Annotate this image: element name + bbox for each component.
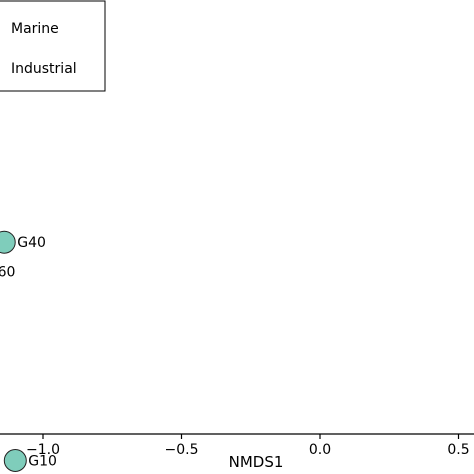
x-tick-label: 0.5 bbox=[447, 442, 469, 458]
x-tick-label: −1.0 bbox=[26, 442, 60, 458]
x-axis-label: NMDS1 bbox=[229, 453, 284, 471]
legend-box bbox=[0, 0, 106, 92]
legend-entry: Marine bbox=[11, 21, 59, 37]
point-label: G60 bbox=[0, 265, 15, 281]
x-axis: −1.0 −0.5 0.0 0.5 bbox=[0, 433, 474, 458]
point-label: G40 bbox=[17, 235, 46, 251]
x-tick-label: 0.0 bbox=[309, 442, 331, 458]
point-label: G10 bbox=[28, 454, 57, 470]
legend: Marine Industrial bbox=[0, 0, 106, 92]
data-point bbox=[0, 230, 16, 254]
legend-entry: Industrial bbox=[11, 61, 77, 77]
x-tick-label: −0.5 bbox=[165, 442, 199, 458]
plot-area: G40G60G10U bbox=[0, 230, 474, 472]
data-point bbox=[3, 449, 27, 472]
